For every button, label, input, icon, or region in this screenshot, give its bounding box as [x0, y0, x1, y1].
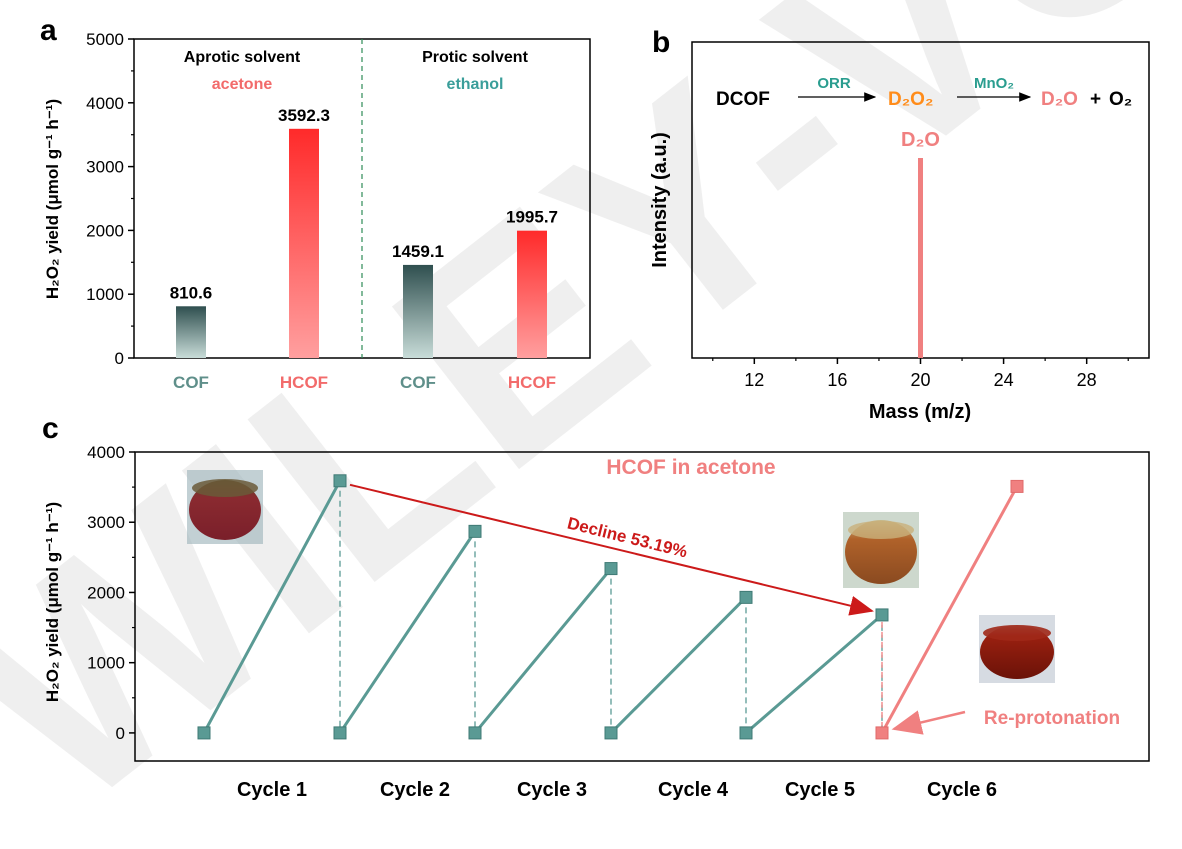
bar: [289, 128, 319, 358]
y-tick-label: 3000: [87, 513, 125, 532]
y-tick-label: 0: [115, 349, 124, 368]
panel-c-letter: c: [42, 412, 59, 445]
bar: [176, 306, 206, 358]
panel-a-y-axis: 0 1000 2000 3000 4000 5000: [86, 30, 134, 368]
bar-value-label: 1995.7: [506, 208, 558, 227]
panel-b-x-axis-label: Mass (m/z): [869, 401, 971, 423]
data-point: [875, 608, 889, 622]
cycle-label: Cycle 4: [658, 779, 729, 801]
x-category-label: COF: [173, 373, 209, 392]
x-category-label: HCOF: [280, 373, 328, 392]
reprotonation-annotation: Re-protonation: [984, 708, 1120, 729]
panel-a: a Aprotic solvent acetone Protic solvent…: [40, 14, 591, 392]
panel-b-peak: D₂O: [901, 129, 940, 358]
data-point: [739, 726, 753, 740]
x-tick-label: 24: [994, 370, 1014, 390]
cycle-line: [338, 530, 477, 734]
cycle-line: [473, 567, 613, 734]
scheme-product-1: D₂O: [1041, 89, 1078, 110]
y-tick-label: 5000: [86, 30, 124, 49]
data-point: [604, 726, 618, 740]
data-point: [604, 562, 618, 576]
x-tick-label: 12: [744, 370, 764, 390]
bar: [403, 264, 433, 358]
vial-photo-cycle5: [843, 512, 919, 588]
cycle-label: Cycle 6: [927, 779, 997, 801]
x-tick-label: 16: [827, 370, 847, 390]
group-solvent-acetone: acetone: [212, 76, 273, 93]
data-point: [739, 590, 753, 604]
x-tick-label: 20: [910, 370, 930, 390]
reaction-scheme: DCOF ORR D₂O₂ MnO₂ D₂O + O₂: [716, 75, 1132, 110]
vial-photo-initial: [187, 470, 263, 544]
cycle-label: Cycle 2: [380, 779, 450, 801]
peak-bar: [918, 158, 923, 358]
data-point: [875, 726, 889, 740]
x-category-label: COF: [400, 373, 436, 392]
y-tick-label: 3000: [86, 158, 124, 177]
panel-b-x-axis: 12 16 20 24 28: [712, 358, 1129, 390]
data-point: [1010, 479, 1024, 493]
group-title-aprotic: Aprotic solvent: [184, 49, 301, 66]
cycle-line: [202, 480, 342, 734]
panel-c-y-axis-label: H₂O₂ yield (μmol g⁻¹ h⁻¹): [43, 502, 62, 702]
cycle-line: [609, 596, 748, 734]
scheme-start: DCOF: [716, 89, 770, 110]
cycle-label: Cycle 1: [237, 779, 307, 801]
cycle-line: [880, 485, 1019, 734]
cycle-line: [745, 613, 883, 735]
decline-arrow: [349, 483, 874, 616]
y-tick-label: 4000: [87, 443, 125, 462]
panel-c-frame: [134, 451, 1150, 762]
panel-b: b DCOF ORR D₂O₂ MnO₂ D₂O + O₂ 12 16 20 24 28…: [649, 26, 1150, 423]
data-point: [333, 726, 347, 740]
scheme-mid: D₂O₂: [888, 89, 933, 110]
y-tick-label: 0: [116, 724, 125, 743]
panel-c-cycle-labels: Cycle 1 Cycle 2 Cycle 3 Cycle 4 Cycle 5 Cycle…: [237, 779, 997, 801]
scheme-product-2: O₂: [1109, 89, 1132, 110]
cycle-label: Cycle 3: [517, 779, 587, 801]
x-tick-label: 28: [1077, 370, 1097, 390]
group-solvent-ethanol: ethanol: [447, 76, 504, 93]
y-tick-label: 1000: [86, 285, 124, 304]
data-point: [468, 524, 482, 538]
x-category-label: HCOF: [508, 373, 556, 392]
y-tick-label: 2000: [86, 221, 124, 240]
panel-a-letter: a: [40, 14, 57, 47]
scheme-arrow-2-label: MnO₂: [974, 75, 1014, 92]
panel-b-letter: b: [652, 26, 670, 59]
group-title-protic: Protic solvent: [422, 49, 528, 66]
panel-c-title: HCOF in acetone: [606, 456, 775, 479]
y-tick-label: 1000: [87, 654, 125, 673]
scheme-arrow-1-label: ORR: [817, 75, 851, 92]
peak-label: D₂O: [901, 129, 940, 151]
panel-c-y-axis: 0 1000 2000 3000 4000: [87, 443, 135, 743]
bar: [517, 230, 547, 358]
cycle-label: Cycle 5: [785, 779, 855, 801]
decline-annotation: Decline 53.19%: [565, 514, 689, 562]
scheme-plus: +: [1090, 89, 1101, 110]
y-tick-label: 2000: [87, 583, 125, 602]
data-point: [468, 726, 482, 740]
vial-photo-reprotonated: [979, 615, 1055, 683]
reprotonation-arrow: [891, 710, 966, 735]
panel-b-y-axis-label: Intensity (a.u.): [649, 132, 671, 268]
data-point: [197, 726, 211, 740]
y-tick-label: 4000: [86, 94, 124, 113]
data-point: [333, 474, 347, 488]
panel-a-bars: 810.6 COF 3592.3 HCOF 1459.1 COF 1995.7 HCOF: [170, 106, 558, 392]
bar-value-label: 810.6: [170, 283, 213, 302]
panel-c: c HCOF in acetone 0 1000 2000 3000 4000 Cycl…: [42, 412, 1150, 801]
bar-value-label: 3592.3: [278, 106, 330, 125]
panel-c-series: [197, 474, 1024, 740]
panel-a-y-axis-label: H₂O₂ yield (μmol g⁻¹ h⁻¹): [43, 99, 62, 299]
bar-value-label: 1459.1: [392, 242, 444, 261]
